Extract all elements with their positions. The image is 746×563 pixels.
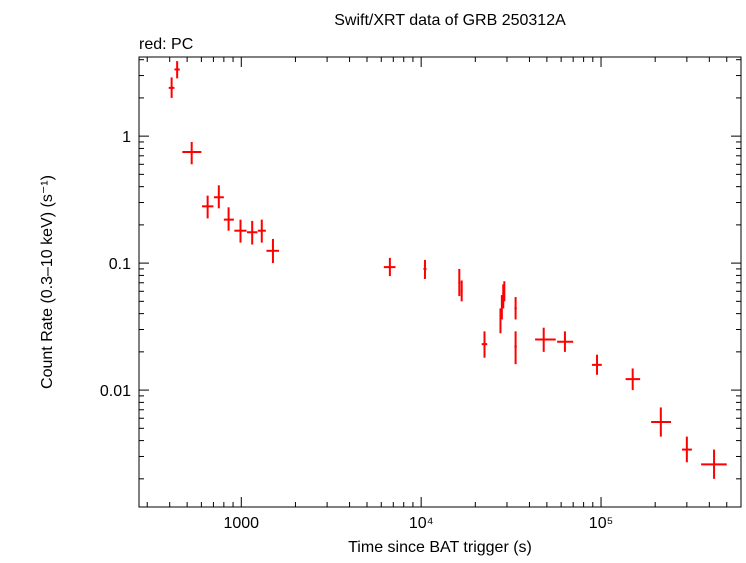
chart-subtitle: red: PC (139, 36, 193, 53)
data-point (223, 207, 234, 231)
data-point (701, 449, 727, 479)
data-point (460, 280, 463, 302)
data-point (246, 220, 258, 245)
data-point (682, 436, 692, 463)
data-point (423, 259, 427, 279)
data-point (535, 327, 556, 352)
data-point (202, 195, 214, 219)
data-point (591, 354, 602, 375)
data-point (182, 141, 202, 165)
x-tick-label: 1000 (223, 515, 259, 532)
y-tick-label: 0.01 (100, 383, 131, 400)
data-point (514, 331, 517, 365)
data-point (266, 238, 279, 264)
x-tick-label: 10⁵ (589, 515, 613, 532)
data-point (625, 368, 641, 391)
data-point (500, 295, 503, 320)
y-tick-label: 0.1 (109, 256, 131, 273)
data-points (168, 61, 727, 479)
axis-ticks (139, 57, 742, 507)
axis-tick-labels: 1000 10⁴ 10⁵ 1 0.1 0.01 (100, 129, 613, 532)
data-point (557, 331, 574, 352)
data-point (514, 297, 517, 320)
data-point (651, 407, 672, 437)
plot-frame (138, 56, 742, 508)
data-point (257, 219, 266, 243)
data-point (174, 61, 180, 79)
data-point (383, 257, 396, 277)
y-tick-label: 1 (122, 129, 131, 146)
data-point (168, 77, 175, 98)
x-axis-label: Time since BAT trigger (s) (348, 539, 532, 556)
data-point (503, 281, 506, 302)
data-point (234, 219, 247, 243)
data-point (481, 331, 488, 358)
data-point (499, 308, 502, 334)
x-tick-label: 10⁴ (409, 515, 434, 532)
chart-title: Swift/XRT data of GRB 250312A (334, 12, 566, 29)
data-point (213, 185, 224, 209)
data-point (458, 268, 461, 297)
y-axis-label: Count Rate (0.3–10 keV) (s⁻¹) (39, 175, 56, 389)
